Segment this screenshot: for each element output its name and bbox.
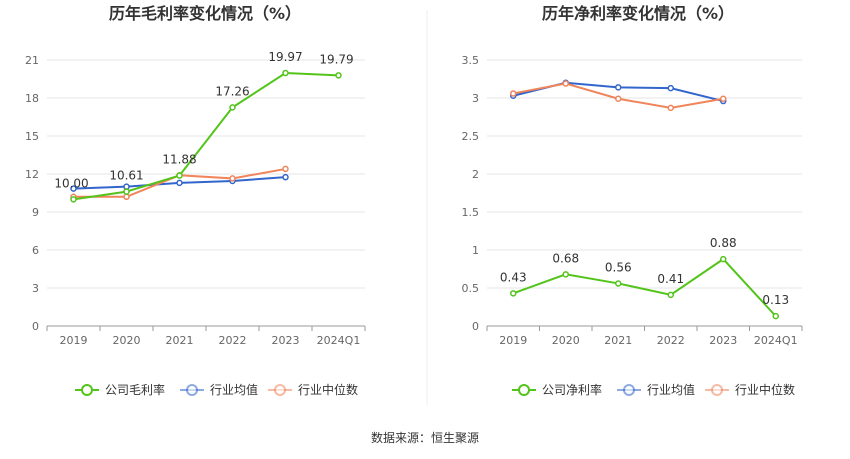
x-tick-label: 2019 bbox=[499, 334, 527, 347]
data-point bbox=[282, 69, 289, 77]
legend-label: 行业中位数 bbox=[298, 382, 358, 397]
legend-marker bbox=[186, 384, 198, 396]
x-tick-label: 2022 bbox=[657, 334, 685, 347]
data-point bbox=[615, 84, 622, 91]
data-label: 0.13 bbox=[762, 293, 789, 307]
x-tick-label: 2021 bbox=[604, 334, 632, 347]
data-point bbox=[176, 179, 183, 187]
y-tick-label: 12 bbox=[25, 168, 39, 181]
data-label: 0.43 bbox=[500, 270, 527, 284]
data-label: 19.79 bbox=[319, 52, 353, 66]
y-tick-label: 2 bbox=[472, 168, 479, 181]
legend-marker bbox=[518, 384, 530, 396]
data-label: 19.97 bbox=[268, 50, 302, 64]
x-tick-label: 2020 bbox=[113, 334, 141, 347]
data-point bbox=[123, 193, 130, 201]
data-point bbox=[667, 291, 674, 299]
y-tick-label: 3.5 bbox=[462, 54, 480, 67]
legend-label: 行业中位数 bbox=[735, 382, 795, 397]
legend-label: 行业均值 bbox=[647, 382, 695, 397]
chart-1: 历年毛利率变化情况（%） 0 3 6 9 12 15 18 21 2019 2020 2021 2022… bbox=[25, 4, 366, 397]
y-tick-label: 0 bbox=[472, 320, 479, 333]
data-label: 11.88 bbox=[162, 153, 196, 167]
x-tick-label: 2021 bbox=[166, 334, 194, 347]
data-label: 10.61 bbox=[109, 169, 143, 183]
data-label: 10.00 bbox=[54, 176, 88, 190]
y-tick-label: 0 bbox=[32, 320, 39, 333]
legend-marker bbox=[274, 384, 286, 396]
series-line-1 bbox=[512, 257, 777, 317]
chart-title: 历年净利率变化情况（%） bbox=[542, 4, 734, 23]
legend-item-2: 行业均值 bbox=[617, 382, 695, 397]
data-point bbox=[282, 165, 289, 173]
y-tick-label: 18 bbox=[25, 92, 39, 105]
x-tick-label: 2022 bbox=[219, 334, 247, 347]
data-point bbox=[335, 72, 342, 79]
legend-item-1: 公司净利率 bbox=[512, 382, 602, 397]
legend-marker bbox=[623, 384, 635, 396]
x-tick-label: 2023 bbox=[709, 334, 737, 347]
y-tick-label: 2.5 bbox=[462, 130, 480, 143]
data-point bbox=[772, 312, 779, 320]
legend-item-3: 行业中位数 bbox=[268, 382, 358, 397]
series-line-1 bbox=[73, 72, 339, 201]
data-point bbox=[282, 173, 289, 181]
y-tick-label: 0.5 bbox=[462, 282, 480, 295]
data-point bbox=[70, 185, 77, 192]
y-tick-label: 15 bbox=[25, 130, 39, 143]
data-point bbox=[70, 196, 77, 203]
data-point bbox=[510, 90, 517, 97]
data-point bbox=[720, 255, 727, 263]
x-tick-label: 2019 bbox=[60, 334, 88, 347]
legend-item-2: 行业均值 bbox=[180, 382, 258, 397]
data-point bbox=[123, 188, 130, 195]
data-point bbox=[615, 95, 622, 103]
data-point bbox=[667, 104, 674, 112]
data-point bbox=[667, 84, 674, 92]
data-point bbox=[229, 175, 236, 182]
legend-label: 公司净利率 bbox=[542, 382, 602, 397]
data-label: 17.26 bbox=[215, 84, 249, 98]
x-tick-label: 2023 bbox=[272, 334, 300, 347]
chart-2: 历年净利率变化情况（%） 0 0.5 1 1.5 2 2.5 3 3.5 2019 2020 2021… bbox=[462, 4, 803, 397]
legend-item-1: 公司毛利率 bbox=[75, 382, 165, 397]
data-label: 0.41 bbox=[657, 272, 684, 286]
x-tick-label: 2024Q1 bbox=[754, 334, 798, 347]
data-point bbox=[615, 280, 622, 287]
x-tick-label: 2024Q1 bbox=[317, 334, 361, 347]
data-point bbox=[562, 271, 569, 278]
data-source-label: 数据来源：恒生聚源 bbox=[371, 430, 479, 445]
data-label: 0.88 bbox=[710, 236, 737, 250]
data-point bbox=[562, 80, 569, 87]
y-tick-label: 6 bbox=[32, 244, 39, 257]
y-tick-label: 21 bbox=[25, 54, 39, 67]
data-point bbox=[510, 290, 517, 297]
data-label: 0.68 bbox=[552, 251, 579, 265]
data-point bbox=[720, 95, 727, 103]
data-label: 0.56 bbox=[605, 260, 632, 274]
y-tick-label: 1 bbox=[472, 244, 479, 257]
legend-label: 公司毛利率 bbox=[105, 382, 165, 397]
x-tick-label: 2020 bbox=[552, 334, 580, 347]
data-point bbox=[176, 172, 183, 179]
legend-marker bbox=[81, 384, 93, 396]
y-tick-label: 3 bbox=[472, 92, 479, 105]
legend-label: 行业均值 bbox=[210, 382, 258, 397]
chart-title: 历年毛利率变化情况（%） bbox=[109, 4, 301, 23]
y-tick-label: 9 bbox=[32, 206, 39, 219]
legend-marker bbox=[711, 384, 723, 396]
data-point bbox=[229, 104, 236, 111]
y-tick-label: 1.5 bbox=[462, 206, 480, 219]
y-tick-label: 3 bbox=[32, 282, 39, 295]
legend-item-3: 行业中位数 bbox=[705, 382, 795, 397]
